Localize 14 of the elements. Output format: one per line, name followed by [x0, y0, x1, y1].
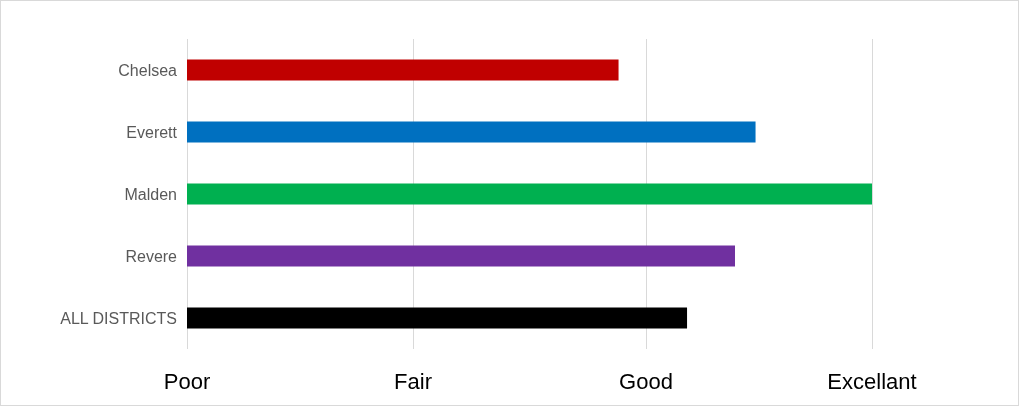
- y-tick-label: Malden: [124, 185, 177, 203]
- ref-line-label: Fair: [394, 368, 432, 394]
- ref-line-label: Excellant: [827, 368, 917, 394]
- ref-line-label: Good: [619, 368, 673, 394]
- bar: [187, 121, 756, 143]
- bar: [187, 245, 735, 267]
- bar: [187, 183, 872, 205]
- bar: [187, 307, 688, 329]
- y-tick-label: ALL DISTRICTS: [60, 309, 177, 327]
- ref-line-label: Poor: [163, 368, 211, 394]
- y-tick-label: Everett: [126, 123, 178, 141]
- y-tick-label: Revere: [125, 247, 178, 265]
- bar: [187, 59, 619, 81]
- y-tick-label: Chelsea: [118, 61, 178, 79]
